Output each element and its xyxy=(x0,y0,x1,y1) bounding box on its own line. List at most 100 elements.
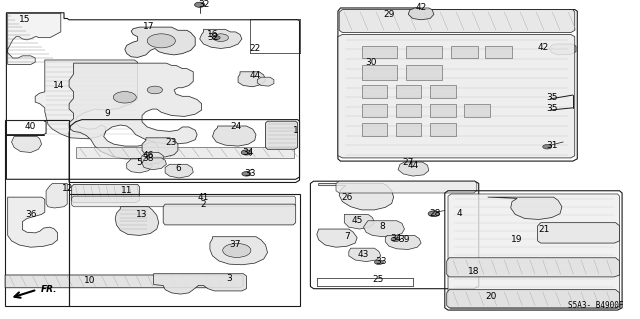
Polygon shape xyxy=(76,147,294,158)
Text: 23: 23 xyxy=(166,138,177,147)
Circle shape xyxy=(147,86,163,94)
Text: 21: 21 xyxy=(538,225,550,234)
Text: 35: 35 xyxy=(546,104,557,113)
Polygon shape xyxy=(447,290,620,308)
Text: 32: 32 xyxy=(207,33,218,42)
Polygon shape xyxy=(154,274,246,294)
Text: 5: 5 xyxy=(137,158,142,167)
Text: 41: 41 xyxy=(198,193,209,202)
Polygon shape xyxy=(142,158,166,170)
Polygon shape xyxy=(212,126,256,146)
Text: 18: 18 xyxy=(468,267,479,276)
Text: 16: 16 xyxy=(207,30,218,39)
Text: 32: 32 xyxy=(198,0,209,9)
Bar xyxy=(396,123,421,136)
Polygon shape xyxy=(72,196,296,207)
Bar xyxy=(362,85,387,98)
Polygon shape xyxy=(142,138,178,157)
Polygon shape xyxy=(447,258,620,277)
Polygon shape xyxy=(238,72,266,87)
Text: 33: 33 xyxy=(244,169,255,178)
Text: 12: 12 xyxy=(61,184,73,193)
Polygon shape xyxy=(141,152,163,164)
Text: 3: 3 xyxy=(227,274,232,283)
Text: 36: 36 xyxy=(25,210,36,219)
Circle shape xyxy=(428,211,440,217)
Text: 20: 20 xyxy=(486,292,497,300)
Text: 40: 40 xyxy=(25,122,36,130)
Polygon shape xyxy=(408,8,434,20)
Text: S5A3- B4900F: S5A3- B4900F xyxy=(568,301,624,310)
Text: 35: 35 xyxy=(546,93,557,102)
Text: 38: 38 xyxy=(143,154,154,163)
Circle shape xyxy=(213,34,228,41)
Polygon shape xyxy=(319,183,394,210)
Text: 42: 42 xyxy=(537,43,548,52)
Circle shape xyxy=(195,2,205,7)
Bar xyxy=(396,104,421,117)
Text: 27: 27 xyxy=(403,158,414,167)
Polygon shape xyxy=(6,121,46,135)
Polygon shape xyxy=(336,181,477,193)
Circle shape xyxy=(113,92,136,103)
Bar xyxy=(430,85,456,98)
Polygon shape xyxy=(349,248,381,262)
Text: 28: 28 xyxy=(429,209,441,218)
Text: 14: 14 xyxy=(53,81,65,90)
Text: 34: 34 xyxy=(243,148,254,157)
Text: 1: 1 xyxy=(293,126,298,135)
Text: 22: 22 xyxy=(249,44,260,53)
Text: FR.: FR. xyxy=(40,285,57,294)
Bar xyxy=(451,46,478,58)
Bar xyxy=(362,123,387,136)
Text: 37: 37 xyxy=(230,241,241,249)
Polygon shape xyxy=(125,27,195,57)
Circle shape xyxy=(223,243,251,257)
Text: 17: 17 xyxy=(143,22,154,31)
Circle shape xyxy=(543,145,552,149)
Text: 39: 39 xyxy=(399,235,410,244)
Polygon shape xyxy=(385,235,421,249)
Text: 15: 15 xyxy=(19,15,30,24)
Text: 19: 19 xyxy=(511,235,523,244)
Polygon shape xyxy=(538,223,620,243)
Text: 33: 33 xyxy=(375,257,387,266)
Polygon shape xyxy=(35,60,138,139)
Text: 44: 44 xyxy=(407,161,419,170)
Text: 11: 11 xyxy=(121,186,132,195)
Text: 9: 9 xyxy=(105,109,110,118)
Bar xyxy=(396,85,421,98)
Polygon shape xyxy=(46,183,67,208)
Polygon shape xyxy=(200,29,242,48)
Polygon shape xyxy=(8,197,58,247)
Text: 2: 2 xyxy=(201,200,206,209)
Polygon shape xyxy=(549,44,576,55)
Text: 6: 6 xyxy=(175,164,180,173)
Text: 45: 45 xyxy=(351,216,363,225)
Circle shape xyxy=(241,150,252,155)
Text: 8: 8 xyxy=(380,222,385,231)
Text: 13: 13 xyxy=(136,210,148,219)
Polygon shape xyxy=(448,194,620,309)
Text: 42: 42 xyxy=(415,3,427,11)
Bar xyxy=(430,123,456,136)
Polygon shape xyxy=(317,229,357,247)
Text: 10: 10 xyxy=(84,276,95,285)
Polygon shape xyxy=(5,275,243,288)
Text: 31: 31 xyxy=(546,141,557,150)
Polygon shape xyxy=(69,63,202,159)
Circle shape xyxy=(242,172,251,176)
Polygon shape xyxy=(364,221,404,237)
Polygon shape xyxy=(72,184,140,203)
Circle shape xyxy=(391,237,400,241)
Text: 4: 4 xyxy=(457,209,462,218)
Text: 25: 25 xyxy=(372,275,383,284)
Text: 7: 7 xyxy=(345,232,350,241)
Bar xyxy=(406,46,442,58)
Bar xyxy=(464,104,490,117)
Bar xyxy=(485,46,512,58)
Polygon shape xyxy=(12,137,42,152)
Polygon shape xyxy=(163,204,296,225)
Polygon shape xyxy=(115,207,159,235)
Bar xyxy=(406,65,442,80)
